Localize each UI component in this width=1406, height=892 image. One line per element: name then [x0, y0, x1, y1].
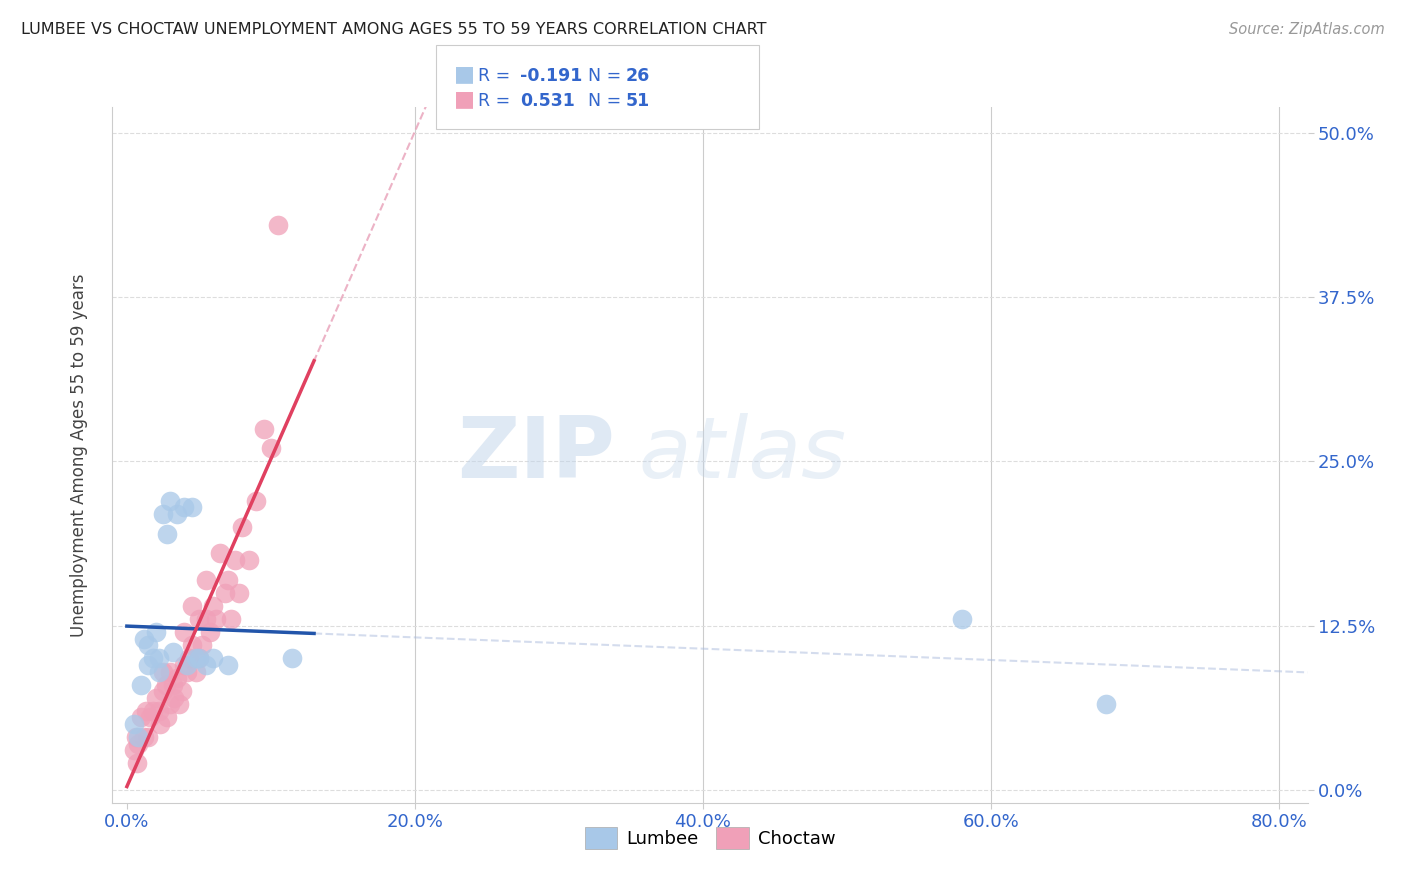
Point: [231, 520, 253, 534]
Y-axis label: Unemployment Among Ages 55 to 59 years: Unemployment Among Ages 55 to 59 years: [70, 273, 89, 637]
Point: [205, 612, 228, 626]
Point: [190, 638, 212, 652]
Point: [238, 553, 260, 567]
Point: [195, 612, 218, 626]
Point: [224, 553, 246, 567]
Point: [162, 645, 184, 659]
Point: [1095, 698, 1118, 712]
Point: [125, 756, 148, 771]
Point: [202, 599, 225, 613]
Point: [173, 625, 195, 640]
Point: [152, 665, 174, 679]
Point: [155, 678, 177, 692]
Text: LUMBEE VS CHOCTAW UNEMPLOYMENT AMONG AGES 55 TO 59 YEARS CORRELATION CHART: LUMBEE VS CHOCTAW UNEMPLOYMENT AMONG AGE…: [21, 22, 766, 37]
Point: [184, 665, 207, 679]
Point: [142, 704, 165, 718]
Point: [195, 573, 218, 587]
Point: [145, 625, 167, 640]
Point: [217, 657, 239, 672]
Point: [139, 710, 162, 724]
Point: [156, 710, 179, 724]
Point: [202, 651, 225, 665]
Point: [167, 698, 190, 712]
Text: N =: N =: [588, 92, 627, 110]
Point: [209, 546, 232, 560]
Point: [152, 684, 174, 698]
Point: [180, 500, 202, 515]
Point: [173, 657, 195, 672]
Point: [195, 657, 218, 672]
Point: [122, 743, 145, 757]
Point: [152, 507, 174, 521]
Point: [138, 657, 160, 672]
Text: Source: ZipAtlas.com: Source: ZipAtlas.com: [1229, 22, 1385, 37]
Text: 26: 26: [626, 67, 650, 85]
Point: [173, 500, 195, 515]
Text: R =: R =: [478, 67, 516, 85]
Point: [219, 612, 242, 626]
Point: [176, 657, 198, 672]
Point: [217, 573, 239, 587]
Point: [134, 632, 156, 646]
Point: [156, 526, 179, 541]
Point: [148, 704, 170, 718]
Legend: Lumbee, Choctaw: Lumbee, Choctaw: [578, 820, 842, 856]
Point: [200, 625, 222, 640]
Point: [187, 651, 209, 665]
Point: [170, 684, 193, 698]
Point: [177, 651, 200, 665]
Point: [142, 651, 165, 665]
Point: [127, 737, 149, 751]
Point: [135, 704, 157, 718]
Text: 0.531: 0.531: [520, 92, 575, 110]
Point: [950, 612, 973, 626]
Point: [127, 730, 149, 744]
Point: [184, 651, 207, 665]
Point: [129, 678, 152, 692]
Point: [129, 710, 152, 724]
Point: [148, 665, 170, 679]
Point: [149, 717, 172, 731]
Point: [260, 442, 283, 456]
Point: [163, 690, 186, 705]
Text: -0.191: -0.191: [520, 67, 582, 85]
Text: ■: ■: [454, 64, 475, 84]
Point: [253, 422, 276, 436]
Point: [245, 494, 267, 508]
Point: [180, 638, 202, 652]
Point: [159, 494, 181, 508]
Point: [134, 730, 156, 744]
Point: [159, 698, 181, 712]
Point: [122, 717, 145, 731]
Text: 51: 51: [626, 92, 650, 110]
Point: [148, 651, 170, 665]
Text: R =: R =: [478, 92, 516, 110]
Point: [124, 730, 146, 744]
Text: N =: N =: [588, 67, 627, 85]
Point: [145, 690, 167, 705]
Point: [176, 665, 198, 679]
Point: [159, 665, 181, 679]
Point: [166, 507, 188, 521]
Text: ZIP: ZIP: [457, 413, 614, 497]
Point: [180, 599, 202, 613]
Text: atlas: atlas: [638, 413, 846, 497]
Point: [166, 671, 188, 685]
Point: [138, 730, 160, 744]
Point: [162, 678, 184, 692]
Point: [214, 586, 236, 600]
Point: [267, 218, 290, 232]
Point: [138, 638, 160, 652]
Point: [187, 612, 209, 626]
Point: [281, 651, 304, 665]
Text: ■: ■: [454, 89, 475, 109]
Point: [187, 651, 209, 665]
Point: [228, 586, 250, 600]
